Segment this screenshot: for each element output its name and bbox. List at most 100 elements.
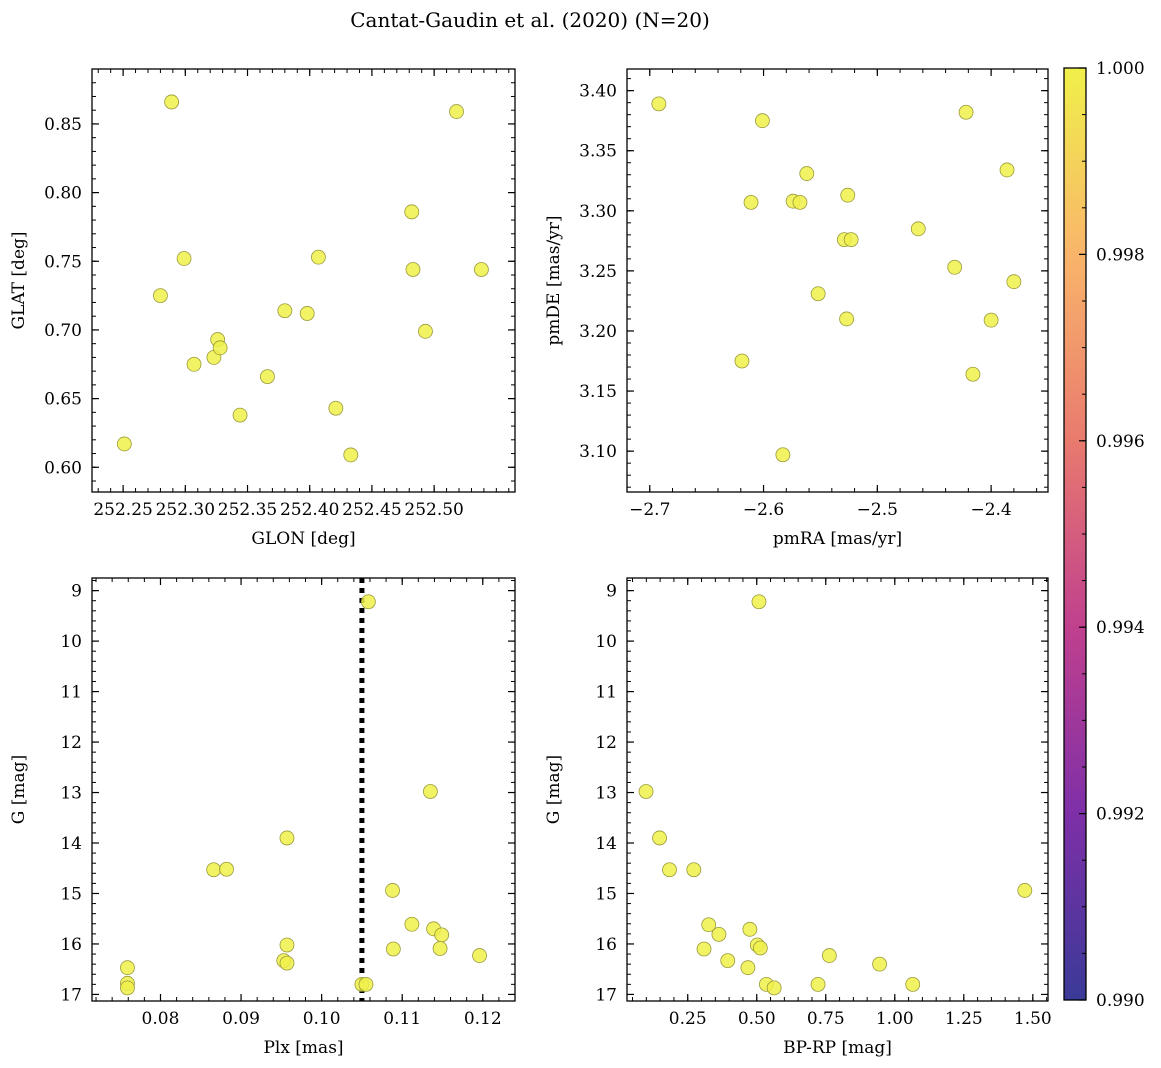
x-tick-label: 0.10 — [303, 1009, 341, 1029]
x-axis-label: Plx [mas] — [263, 1038, 343, 1058]
x-tick-label: 0.25 — [669, 1009, 707, 1029]
colorbar-tick-label: 0.994 — [1096, 618, 1145, 638]
x-tick-label: 252.35 — [218, 500, 277, 520]
x-tick-label: 252.30 — [156, 500, 215, 520]
y-tick-label: 14 — [595, 834, 617, 854]
scatter-point — [965, 366, 981, 382]
y-tick-label: 16 — [60, 935, 82, 955]
axes-frame — [91, 68, 516, 493]
y-tick-label: 16 — [595, 935, 617, 955]
x-tick-label: 252.45 — [342, 500, 401, 520]
y-tick-label: 3.15 — [579, 382, 617, 402]
scatter-point — [775, 447, 791, 463]
y-axis-label: G [mag] — [9, 755, 29, 824]
x-tick-label: 1.25 — [945, 1009, 983, 1029]
scatter-point — [153, 288, 168, 304]
panel-glon-glat: 252.25 252.30 252.35 252.40 252.45 252.50 0.60… — [9, 68, 516, 549]
scatter-point — [686, 862, 702, 878]
scatter-point — [662, 862, 677, 878]
scatter-point — [711, 926, 727, 942]
scatter-point — [206, 862, 222, 878]
scatter-point — [212, 340, 228, 356]
scatter-point — [1017, 883, 1033, 898]
scatter-point — [449, 104, 464, 119]
scatter-point — [766, 980, 782, 996]
scatter-point — [983, 312, 999, 328]
scatter-point — [219, 861, 234, 877]
y-axis-label: G [mag] — [544, 755, 564, 824]
scatter-point — [186, 356, 202, 372]
scatter-point — [120, 960, 135, 976]
figure-title: Cantat-Gaudin et al. (2020) (N=20) — [350, 8, 710, 32]
y-tick-label: 0.75 — [44, 252, 82, 272]
scatter-point — [120, 980, 135, 996]
scatter-point — [328, 400, 344, 416]
panel-pmra-pmde: −2.7 −2.6 −2.5 −2.4 3.10 3.15 3.20 3.25 3.30 3.35… — [544, 68, 1049, 549]
scatter-point — [843, 232, 859, 248]
scatter-point — [638, 784, 654, 799]
scatter-point — [279, 830, 295, 846]
scatter-point — [404, 916, 420, 932]
scatter-point — [116, 436, 132, 452]
y-tick-label: 11 — [595, 683, 617, 703]
scatter-point — [299, 306, 315, 321]
y-tick-label: 13 — [60, 784, 82, 804]
colorbar-tick-label: 1.000 — [1096, 59, 1145, 79]
scatter-point — [872, 956, 887, 972]
y-tick-label: 10 — [595, 632, 617, 652]
scatter-point — [810, 286, 826, 302]
y-tick-label: 0.80 — [44, 184, 82, 204]
x-axis-label: GLON [deg] — [251, 529, 355, 549]
axes-frame — [626, 68, 1049, 493]
y-tick-label: 10 — [60, 632, 82, 652]
y-tick-label: 3.20 — [579, 322, 617, 342]
y-tick-label: 15 — [595, 884, 617, 904]
scatter-point — [432, 941, 448, 956]
scatter-point — [360, 594, 376, 610]
x-tick-label: 0.08 — [142, 1009, 180, 1029]
axes-frame — [91, 577, 516, 1002]
x-tick-label: 1.00 — [876, 1009, 914, 1029]
x-tick-label: 0.09 — [222, 1009, 260, 1029]
scatter-point — [821, 948, 837, 963]
y-tick-label: 17 — [595, 985, 617, 1005]
scatter-points — [116, 94, 489, 463]
y-axis-label: GLAT [deg] — [9, 231, 29, 329]
scatter-point — [792, 194, 808, 210]
scatter-point — [905, 976, 921, 992]
panel-plx-g: 0.08 0.09 0.10 0.11 0.12 9 10 11 12 13 14 15 16 17 Plx… — [9, 577, 516, 1058]
scatter-point — [418, 323, 433, 339]
scatter-point — [701, 917, 717, 933]
x-tick-label: −2.7 — [629, 500, 670, 520]
scatter-point — [734, 353, 750, 369]
scatter-point — [743, 194, 759, 210]
x-tick-label: 0.12 — [464, 1009, 502, 1029]
x-tick-label: −2.4 — [970, 500, 1011, 520]
scatter-point — [651, 96, 667, 112]
scatter-points — [651, 96, 1022, 463]
scatter-point — [720, 953, 736, 969]
axes-frame — [626, 577, 1049, 1002]
y-tick-label: 15 — [60, 884, 82, 904]
y-tick-label: 17 — [60, 985, 82, 1005]
x-axis-label: pmRA [mas/yr] — [773, 529, 902, 549]
scatter-point — [176, 251, 192, 266]
y-tick-label: 13 — [595, 784, 617, 804]
scatter-point — [1006, 274, 1022, 290]
y-tick-label: 0.65 — [44, 390, 82, 410]
scatter-point — [385, 883, 400, 898]
scatter-point — [405, 262, 421, 277]
scatter-point — [755, 113, 770, 129]
scatter-point — [742, 921, 758, 937]
scatter-point — [311, 249, 326, 265]
x-tick-label: 0.50 — [738, 1009, 776, 1029]
colorbar: 0.990 0.992 0.994 0.996 0.998 1.000 — [1063, 59, 1145, 1011]
scatter-point — [358, 976, 374, 992]
y-tick-label: 0.85 — [44, 115, 82, 135]
x-tick-label: 0.75 — [807, 1009, 845, 1029]
scatter-point — [696, 941, 712, 957]
y-tick-label: 3.40 — [579, 82, 617, 102]
colorbar-tick-label: 0.998 — [1096, 245, 1145, 265]
y-tick-label: 3.30 — [579, 202, 617, 222]
